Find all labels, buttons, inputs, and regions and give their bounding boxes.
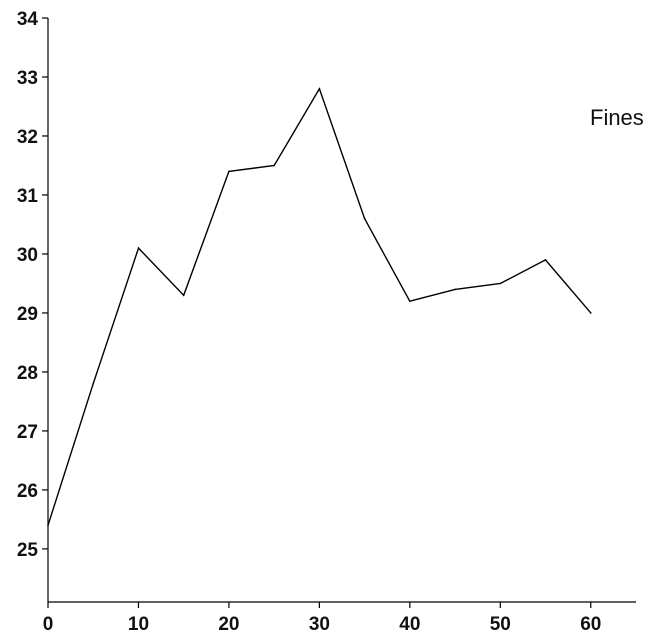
y-axis-ticks: 25 26 27 28 29 30 31 32 33 34 [17, 9, 48, 561]
x-tick-label: 50 [490, 614, 511, 635]
data-point [228, 170, 230, 173]
data-point [92, 382, 95, 385]
x-tick-label: 20 [218, 614, 239, 635]
y-tick-label: 28 [17, 363, 38, 384]
data-point [363, 217, 366, 220]
x-tick-label: 30 [309, 614, 330, 635]
data-point [454, 288, 456, 291]
data-point [409, 300, 411, 302]
y-tick-label: 27 [17, 422, 38, 443]
series-label-fines: Fines [590, 105, 644, 130]
data-point [499, 282, 502, 285]
x-tick-label: 40 [399, 614, 420, 635]
data-point [318, 87, 321, 90]
data-point [182, 294, 185, 297]
y-tick-label: 32 [17, 127, 38, 148]
x-axis-ticks: 0 10 20 30 40 50 60 [43, 602, 601, 635]
y-tick-label: 31 [17, 186, 39, 207]
y-tick-label: 25 [17, 540, 39, 561]
y-tick-label: 26 [17, 481, 38, 502]
axes [47, 18, 636, 603]
series-group [47, 87, 592, 527]
x-tick-label: 60 [580, 614, 601, 635]
data-point [544, 259, 547, 261]
data-point [589, 312, 592, 314]
x-tick-label: 0 [43, 614, 54, 635]
y-tick-label: 30 [17, 245, 38, 266]
data-point [47, 524, 49, 527]
data-point [137, 247, 140, 249]
x-tick-label: 10 [128, 614, 149, 635]
y-tick-label: 33 [17, 68, 38, 89]
data-point [273, 164, 275, 167]
y-tick-label: 34 [17, 9, 39, 30]
series-line-fines [47, 87, 592, 526]
y-tick-label: 29 [17, 304, 38, 325]
